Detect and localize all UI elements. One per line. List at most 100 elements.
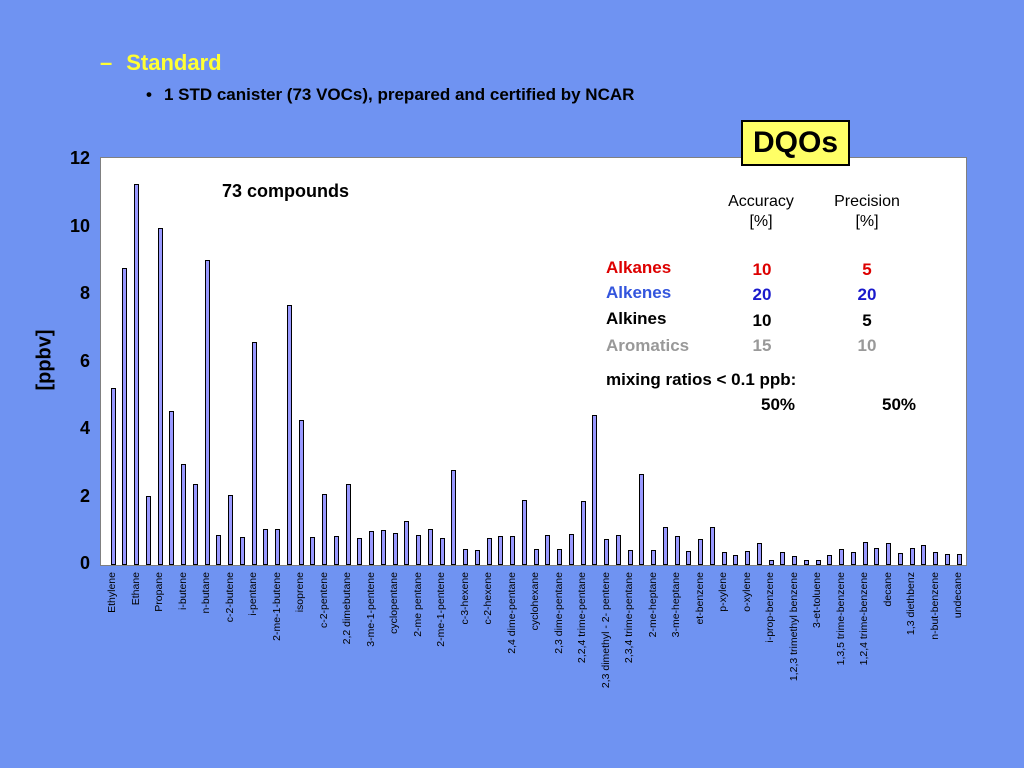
bar <box>627 550 633 565</box>
bar <box>192 484 198 565</box>
bar <box>886 543 891 565</box>
dqo-precision-value: 20 <box>857 285 877 304</box>
bar <box>286 305 292 565</box>
bar <box>380 530 386 565</box>
y-tick-label: 12 <box>69 148 90 168</box>
precision-header-label: Precision <box>834 193 900 210</box>
dqo-title-box: DQOs <box>741 120 851 166</box>
bar <box>134 183 139 565</box>
bar <box>533 548 539 565</box>
dqo-class-label: Alkanes <box>606 258 672 277</box>
bar <box>169 411 175 565</box>
bar <box>557 549 562 565</box>
bar <box>803 560 809 565</box>
bar <box>463 549 468 565</box>
x-tick-label: Ethane <box>129 572 142 606</box>
bar <box>357 538 363 565</box>
bar <box>181 463 186 565</box>
bullet-main: – Standard <box>100 50 222 76</box>
dqo-accuracy-value: 15 <box>752 336 772 355</box>
plot-area: 73 compounds Accuracy [%] Precision [%] … <box>100 157 967 566</box>
y-tick-label: 0 <box>79 553 90 573</box>
bullet-dash: – <box>100 50 113 75</box>
x-tick-label: n-butane <box>200 572 212 614</box>
bar <box>157 227 163 565</box>
bar <box>392 532 398 565</box>
bar <box>545 535 551 565</box>
bar <box>615 534 621 565</box>
x-tick-label: i-prop-benzene <box>764 572 776 643</box>
x-tick-label: c-2-pentene <box>317 572 330 629</box>
x-tick-label: p-xylene <box>717 572 729 612</box>
bar <box>204 259 210 565</box>
bar <box>686 550 692 565</box>
bar <box>733 554 739 565</box>
x-tick-label: 1,3 diethbenz <box>905 572 917 636</box>
x-tick-label: 1,2,4 trime-benzene <box>858 572 870 666</box>
y-tick-label: 8 <box>79 283 90 303</box>
precision-header: Precision [%] <box>817 192 917 232</box>
bar <box>416 535 421 565</box>
x-tick-label: 2-me-1-pentene <box>435 572 447 647</box>
bar <box>651 550 656 565</box>
bar <box>263 528 269 565</box>
x-tick-label: cyclopentane <box>388 572 400 634</box>
accuracy-header: Accuracy [%] <box>711 192 811 232</box>
bar <box>239 537 245 565</box>
bar <box>251 342 257 565</box>
mixing-accuracy-value: 50% <box>760 395 796 414</box>
bar <box>792 555 797 565</box>
accuracy-header-label: Accuracy <box>728 193 794 210</box>
bar <box>451 469 457 565</box>
x-tick-label: Propane <box>153 572 165 612</box>
x-tick-label: 2-me-1-butene <box>270 572 283 641</box>
y-tick-label: 2 <box>79 485 90 506</box>
bar <box>674 535 680 565</box>
dqo-precision-value: 5 <box>862 260 872 279</box>
bar <box>510 535 515 565</box>
x-tick-label: 2,3,4 trime-pentane <box>623 572 635 664</box>
x-tick-label: isoprene <box>294 572 306 613</box>
bar <box>427 528 433 565</box>
x-tick-label: c-3-hexene <box>458 572 471 625</box>
bar <box>439 538 445 565</box>
x-tick-label: 3-et-toluene <box>811 572 823 629</box>
x-tick-label: 2,3 dimethyl - 2- pentene <box>599 572 612 689</box>
bullet-sub: • 1 STD canister (73 VOCs), prepared and … <box>146 85 634 105</box>
bullet-main-text: Standard <box>126 50 222 75</box>
bar <box>662 526 668 565</box>
x-tick-label: decane <box>881 572 894 607</box>
x-tick-label: i-butene <box>176 572 189 610</box>
dqo-precision-value: 5 <box>862 311 872 330</box>
x-tick-label: 1,2,3 trimethyl benzene <box>787 572 800 682</box>
x-tick-label: 3-me-heptane <box>670 572 682 638</box>
compound-count-annotation: 73 compounds <box>222 181 350 201</box>
dqo-precision-value: 10 <box>857 336 877 355</box>
x-tick-label: c-2-hexene <box>482 572 494 625</box>
x-tick-label: o-xylene <box>740 572 753 612</box>
bar <box>580 500 586 565</box>
y-axis-label: [ppbv] <box>33 329 56 391</box>
x-tick-label: 3-me-1-pentene <box>364 572 377 647</box>
bar <box>944 553 950 565</box>
bar <box>322 494 327 565</box>
precision-header-unit: [%] <box>855 213 879 230</box>
x-tick-label: c-2-butene <box>223 572 236 623</box>
dqo-class-label: Aromatics <box>606 336 690 355</box>
bar <box>228 494 233 565</box>
accuracy-header-unit: [%] <box>749 213 773 230</box>
dqo-accuracy-value: 20 <box>752 285 772 304</box>
bar <box>110 387 116 565</box>
bar <box>721 552 727 565</box>
mixing-ratio-label: mixing ratios < 0.1 ppb: <box>606 370 797 389</box>
x-tick-label: 2,3 dime-pentane <box>552 572 565 654</box>
y-tick-label: 6 <box>79 350 90 371</box>
dqo-accuracy-value: 10 <box>752 311 772 330</box>
bar <box>275 528 280 565</box>
dqo-class-label: Alkines <box>606 309 667 328</box>
x-tick-label: n-but-benzene <box>928 572 941 640</box>
bar <box>345 484 351 565</box>
x-tick-label: 2,2 dimebutane <box>341 572 353 645</box>
bar <box>333 536 339 565</box>
bar <box>897 552 903 565</box>
